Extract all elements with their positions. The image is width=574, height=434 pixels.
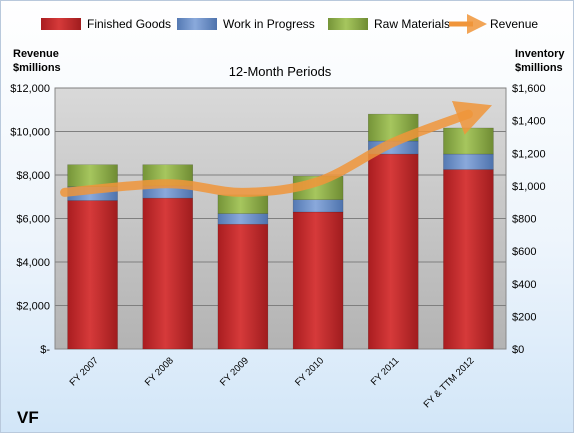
left-tick-label: $4,000 [16,257,50,269]
right-axis-title-line1: Inventory [515,48,565,60]
x-tick-label: FY & TTM 2012 [422,355,477,410]
left-tick-label: $6,000 [16,214,50,226]
x-tick-label: FY 2007 [68,355,101,388]
bar-raw-materials [443,128,493,154]
left-tick-label: $12,000 [10,83,50,95]
x-tick-label: FY 2010 [293,355,326,388]
legend-label-finished-goods: Finished Goods [87,17,171,31]
right-tick-label: $1,200 [512,148,546,160]
left-axis-title-line2: $millions [13,62,61,74]
bar-finished-goods [368,154,418,349]
right-tick-label: $1,400 [512,116,546,128]
legend: Finished Goods Work in Progress Raw Mate… [41,17,538,31]
legend-swatch-work-in-progress [177,18,217,30]
right-tick-label: $400 [512,279,536,291]
bar-work-in-progress [443,154,493,169]
legend-swatch-raw-materials [328,18,368,30]
left-tick-label: $- [40,344,50,356]
left-tick-label: $8,000 [16,170,50,182]
left-axis-title-line1: Revenue [13,48,59,60]
right-axis-title-line2: $millions [515,62,563,74]
right-tick-label: $200 [512,311,536,323]
chart-title: 12-Month Periods [229,64,332,79]
x-axis-ticks: FY 2007 FY 2008 FY 2009 FY 2010 FY 2011 FY & … [68,355,477,410]
bar-finished-goods [68,201,118,349]
legend-label-revenue: Revenue [490,17,538,31]
bar-finished-goods [143,198,193,349]
bar-finished-goods [218,224,268,349]
x-tick-label: FY 2008 [143,355,176,388]
x-tick-label: FY 2009 [218,355,251,388]
right-tick-label: $1,000 [512,181,546,193]
left-tick-label: $10,000 [10,127,50,139]
bar-work-in-progress [293,200,343,212]
company-ticker: VF [17,408,39,427]
bar-raw-materials [218,195,268,214]
left-axis-ticks: $- $2,000 $4,000 $6,000 $8,000 $10,000 $12,000 [10,83,50,356]
legend-swatch-finished-goods [41,18,81,30]
x-tick-label: FY 2011 [369,355,402,388]
legend-label-work-in-progress: Work in Progress [223,17,315,31]
right-axis-ticks: $0 $200 $400 $600 $800 $1,000 $1,200 $1,400 $1,6… [512,83,546,356]
right-tick-label: $1,600 [512,83,546,95]
right-tick-label: $0 [512,344,524,356]
legend-label-raw-materials: Raw Materials [374,17,450,31]
left-tick-label: $2,000 [16,301,50,313]
right-tick-label: $600 [512,246,536,258]
bar-work-in-progress [218,214,268,225]
bar-finished-goods [443,170,493,349]
right-tick-label: $800 [512,214,536,226]
bar-finished-goods [293,212,343,349]
